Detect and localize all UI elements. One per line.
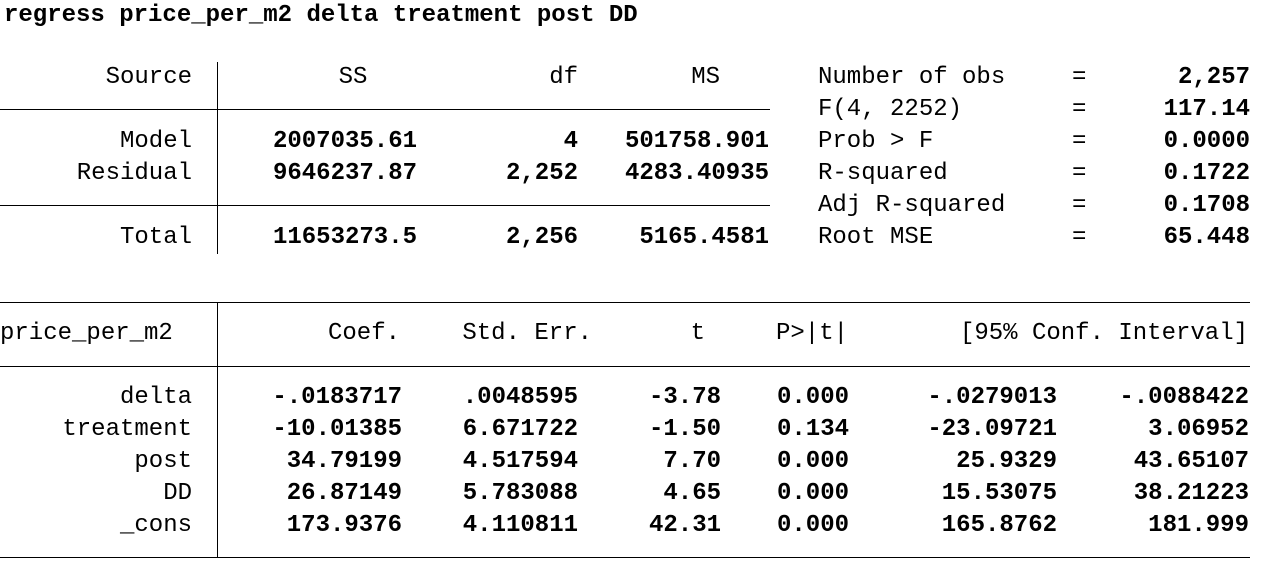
stat-label: Prob > F: [818, 128, 934, 155]
coef-row-t: -3.78: [648, 384, 721, 411]
anova-row-ss: 2007035.61: [272, 128, 417, 155]
anova-row-df: 4: [563, 128, 578, 155]
anova-total-ss: 11653273.5: [272, 224, 417, 251]
coef-row-ci-low: -23.09721: [927, 416, 1057, 443]
anova-total-ms: 5165.4581: [639, 224, 769, 251]
stat-value: 65.448: [1163, 224, 1250, 251]
coef-row-var: post: [134, 448, 192, 475]
coef-row-se: 6.671722: [462, 416, 578, 443]
anova-total-df: 2,256: [505, 224, 578, 251]
coef-row-ci-low: 165.8762: [941, 512, 1057, 539]
coef-header-se: Std. Err.: [462, 320, 592, 347]
coef-divider-bottom: [0, 557, 1250, 558]
stat-label: Root MSE: [818, 224, 934, 251]
coef-header-t: t: [690, 320, 705, 347]
anova-header-source: Source: [105, 64, 192, 91]
coef-row-ci-high: 3.06952: [1148, 416, 1249, 443]
coef-divider-top: [0, 302, 1250, 303]
stat-equals: =: [1072, 96, 1087, 123]
coef-header-depvar: price_per_m2: [0, 320, 173, 347]
command-line: regress price_per_m2 delta treatment pos…: [4, 2, 638, 29]
anova-divider-vertical: [217, 62, 218, 254]
anova-divider-bottom: [0, 205, 770, 206]
coef-row-coef: 34.79199: [286, 448, 402, 475]
coef-row-p: 0.000: [776, 480, 849, 507]
coef-row-ci-high: 38.21223: [1133, 480, 1249, 507]
stat-value: 2,257: [1177, 64, 1250, 91]
stat-equals: =: [1072, 192, 1087, 219]
coef-row-coef: 173.9376: [286, 512, 402, 539]
coef-row-ci-high: 43.65107: [1133, 448, 1249, 475]
coef-row-t: 4.65: [663, 480, 721, 507]
stat-equals: =: [1072, 160, 1087, 187]
coef-divider-header: [0, 366, 1250, 367]
anova-divider-top: [0, 109, 770, 110]
coef-row-se: 4.110811: [462, 512, 578, 539]
anova-row-source: Model: [119, 128, 192, 155]
coef-row-p: 0.134: [776, 416, 849, 443]
stat-value: 117.14: [1163, 96, 1250, 123]
stat-label: F(4, 2252): [818, 96, 963, 123]
coef-row-p: 0.000: [776, 512, 849, 539]
coef-row-coef: -10.01385: [272, 416, 402, 443]
coef-header-p: P>|t|: [775, 320, 848, 347]
stat-label: Adj R-squared: [818, 192, 1006, 219]
coef-row-ci-low: -.0279013: [927, 384, 1057, 411]
coef-row-se: .0048595: [462, 384, 578, 411]
coef-row-coef: -.0183717: [272, 384, 402, 411]
anova-total-source: Total: [119, 224, 192, 251]
coef-header-ci: [95% Conf. Interval]: [959, 320, 1248, 347]
stat-value: 0.1722: [1163, 160, 1250, 187]
coef-row-coef: 26.87149: [286, 480, 402, 507]
coef-row-t: 7.70: [663, 448, 721, 475]
coef-row-var: delta: [119, 384, 192, 411]
anova-row-df: 2,252: [505, 160, 578, 187]
coef-row-t: -1.50: [648, 416, 721, 443]
anova-header-ss: SS: [338, 64, 368, 91]
anova-row-ms: 501758.901: [624, 128, 769, 155]
coef-row-var: _cons: [119, 512, 192, 539]
coef-row-t: 42.31: [648, 512, 721, 539]
anova-header-df: df: [549, 64, 578, 91]
coef-row-p: 0.000: [776, 448, 849, 475]
anova-row-source: Residual: [76, 160, 192, 187]
coef-row-ci-high: -.0088422: [1119, 384, 1249, 411]
anova-header-ms: MS: [691, 64, 720, 91]
coef-row-se: 4.517594: [462, 448, 578, 475]
coef-row-ci-low: 25.9329: [956, 448, 1057, 475]
coef-row-p: 0.000: [776, 384, 849, 411]
coef-row-se: 5.783088: [462, 480, 578, 507]
anova-row-ss: 9646237.87: [272, 160, 417, 187]
coef-row-var: DD: [163, 480, 192, 507]
stat-label: Number of obs: [818, 64, 1006, 91]
stat-equals: =: [1072, 224, 1087, 251]
coef-header-coef: Coef.: [327, 320, 400, 347]
stat-equals: =: [1072, 128, 1087, 155]
stat-value: 0.0000: [1163, 128, 1250, 155]
anova-row-ms: 4283.40935: [624, 160, 769, 187]
stat-equals: =: [1072, 64, 1087, 91]
stat-value: 0.1708: [1163, 192, 1250, 219]
coef-divider-vertical: [217, 302, 218, 558]
stat-label: R-squared: [818, 160, 948, 187]
coef-row-ci-high: 181.999: [1148, 512, 1249, 539]
coef-row-var: treatment: [62, 416, 192, 443]
coef-row-ci-low: 15.53075: [941, 480, 1057, 507]
